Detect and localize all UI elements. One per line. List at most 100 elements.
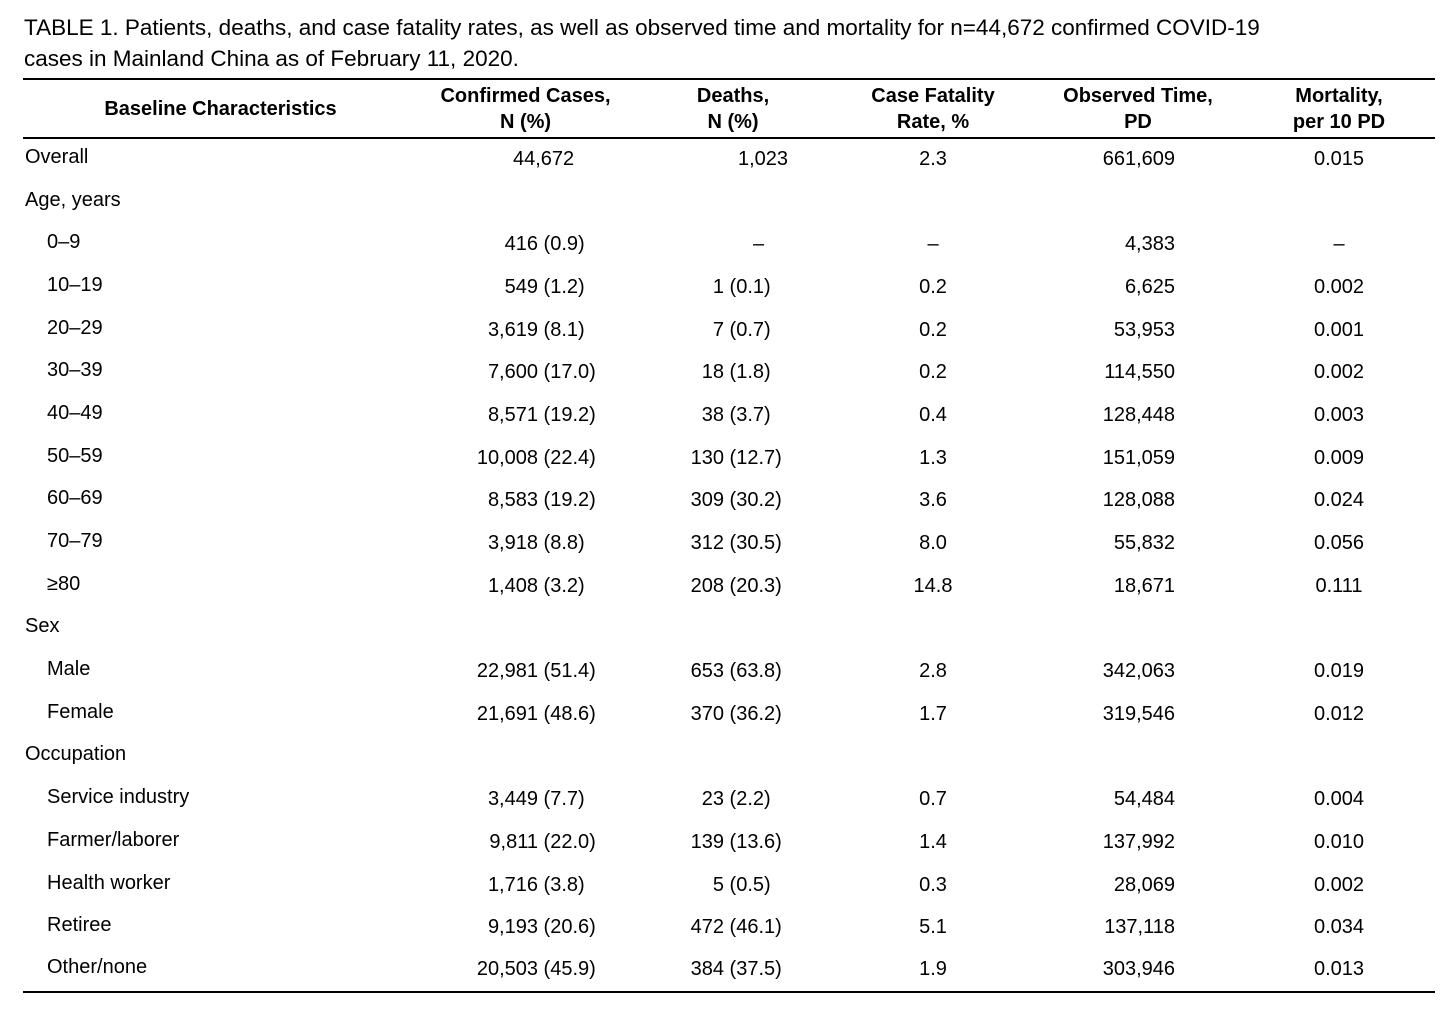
cell-case-fatality-rate <box>833 608 1033 651</box>
cell-deaths: 5 (0.5) <box>712 873 771 896</box>
cell-mortality: 0.002 <box>1313 873 1365 896</box>
cell-observed-time: 114,550 <box>1104 361 1175 384</box>
cell-mortality: 0.001 <box>1313 318 1365 341</box>
cell-confirmed-cases: 1,716 (3.8) <box>487 873 585 896</box>
row-label: ≥80 <box>47 572 81 595</box>
cell-deaths: 18 (1.8) <box>701 361 771 384</box>
row-label: 70–79 <box>47 530 103 553</box>
cell-mortality: 0.019 <box>1313 660 1365 683</box>
cell-case-fatality-rate: 0.2 <box>919 318 947 341</box>
cell-case-fatality-rate: 0.3 <box>919 873 947 896</box>
cell-deaths: 130 (12.7) <box>690 446 782 469</box>
header-observed-time: Observed Time, PD <box>1063 84 1213 133</box>
table-row: 30–39 7,600 (17.0) 18 (1.8) 0.2 114,550 0.002 <box>23 351 1435 394</box>
cell-case-fatality-rate: 1.9 <box>919 958 947 981</box>
table-row: ≥80 1,408 (3.2) 208 (20.3) 14.8 18,671 0.111 <box>23 565 1435 608</box>
cell-observed-time: 137,118 <box>1104 916 1175 939</box>
cell-mortality: 0.002 <box>1313 275 1365 298</box>
cell-observed-time: 4,383 <box>1124 233 1175 256</box>
table-row: 40–49 8,571 (19.2) 38 (3.7) 0.4 128,448 0.003 <box>23 394 1435 437</box>
cell-case-fatality-rate: 0.7 <box>919 788 947 811</box>
cell-mortality: 0.002 <box>1313 361 1365 384</box>
caption-line-1: TABLE 1. Patients, deaths, and case fata… <box>24 15 1260 40</box>
table-body: Overall 44,672 1,023 2.3 661,609 0.015 Age, ye… <box>23 138 1435 992</box>
cell-deaths: 472 (46.1) <box>690 916 782 939</box>
cell-mortality: 0.012 <box>1313 702 1365 725</box>
table-row: Service industry 3,449 (7.7) 23 (2.2) 0.7 54… <box>23 778 1435 821</box>
cell-mortality <box>1243 736 1435 779</box>
cell-confirmed-cases: 9,193 (20.6) <box>487 916 596 939</box>
row-label: Farmer/laborer <box>47 828 180 851</box>
table-row: 70–79 3,918 (8.8) 312 (30.5) 8.0 55,832 0.056 <box>23 522 1435 565</box>
cell-deaths: 1,023 <box>738 148 789 171</box>
cell-case-fatality-rate: 0.4 <box>919 403 947 426</box>
cell-observed-time: 319,546 <box>1102 702 1175 725</box>
row-label: Male <box>47 658 91 681</box>
cell-confirmed-cases <box>418 181 633 224</box>
row-label: Health worker <box>47 871 171 894</box>
cell-mortality: 0.010 <box>1313 830 1365 853</box>
cell-observed-time <box>1033 181 1243 224</box>
cell-observed-time: 6,625 <box>1124 275 1175 298</box>
cell-observed-time: 137,992 <box>1102 830 1175 853</box>
cell-deaths: 1 (0.1) <box>712 275 771 298</box>
table-row: Farmer/laborer 9,811 (22.0) 139 (13.6) 1.4 1… <box>23 821 1435 864</box>
data-table-container: Baseline Characteristics Confirmed Cases… <box>23 78 1435 993</box>
cell-deaths: 312 (30.5) <box>690 532 782 555</box>
cell-case-fatality-rate: – <box>927 233 939 256</box>
cell-mortality: 0.013 <box>1313 958 1365 981</box>
cell-deaths: 384 (37.5) <box>690 958 782 981</box>
header-row: Baseline Characteristics Confirmed Cases… <box>23 79 1435 138</box>
table-row: 20–29 3,619 (8.1) 7 (0.7) 0.2 53,953 0.001 <box>23 309 1435 352</box>
cell-mortality: 0.004 <box>1313 788 1365 811</box>
table-row: Sex <box>23 608 1435 651</box>
cell-observed-time: 151,059 <box>1102 446 1175 469</box>
header-mortality: Mortality, per 10 PD <box>1292 84 1386 133</box>
row-label: 10–19 <box>47 273 103 296</box>
cell-deaths: 38 (3.7) <box>701 403 771 426</box>
cell-case-fatality-rate: 1.3 <box>919 446 947 469</box>
cell-case-fatality-rate: 1.7 <box>919 702 947 725</box>
cell-deaths: 7 (0.7) <box>712 318 771 341</box>
cell-confirmed-cases: 21,691 (48.6) <box>476 702 596 725</box>
cell-confirmed-cases: 3,619 (8.1) <box>487 318 585 341</box>
table-row: Male 22,981 (51.4) 653 (63.8) 2.8 342,063 0.0… <box>23 650 1435 693</box>
cell-confirmed-cases: 416 (0.9) <box>504 233 585 256</box>
cell-mortality <box>1243 608 1435 651</box>
cell-observed-time: 55,832 <box>1113 532 1175 555</box>
cell-observed-time: 303,946 <box>1102 958 1175 981</box>
row-label: Overall <box>25 146 89 169</box>
header-baseline-characteristics: Baseline Characteristics <box>104 97 337 120</box>
table-row: Other/none 20,503 (45.9) 384 (37.5) 1.9 303,… <box>23 949 1435 992</box>
cell-observed-time: 128,448 <box>1102 403 1175 426</box>
cell-confirmed-cases: 8,571 (19.2) <box>487 403 596 426</box>
cell-observed-time: 128,088 <box>1102 489 1175 512</box>
cell-confirmed-cases: 9,811 (22.0) <box>489 830 596 853</box>
cell-confirmed-cases: 8,583 (19.2) <box>487 489 596 512</box>
cell-observed-time: 661,609 <box>1102 148 1175 171</box>
cell-mortality: 0.003 <box>1313 403 1365 426</box>
row-label: Sex <box>25 615 60 638</box>
caption-line-2: cases in Mainland China as of February 1… <box>24 46 519 71</box>
table-row: Health worker 1,716 (3.8) 5 (0.5) 0.3 28,069… <box>23 864 1435 907</box>
cell-confirmed-cases: 44,672 <box>513 148 575 171</box>
cell-deaths <box>633 181 833 224</box>
cell-deaths: 208 (20.3) <box>690 574 782 597</box>
cell-case-fatality-rate: 2.3 <box>919 148 947 171</box>
cell-observed-time <box>1033 608 1243 651</box>
cell-case-fatality-rate: 8.0 <box>919 532 947 555</box>
cell-observed-time: 28,069 <box>1113 873 1175 896</box>
row-label: 50–59 <box>47 444 103 467</box>
cell-confirmed-cases <box>418 608 633 651</box>
cell-deaths <box>633 608 833 651</box>
table-row: Retiree 9,193 (20.6) 472 (46.1) 5.1 137,118 0… <box>23 906 1435 949</box>
cell-deaths: 23 (2.2) <box>701 788 771 811</box>
row-label: 20–29 <box>47 316 103 339</box>
cell-mortality: 0.015 <box>1313 148 1365 171</box>
header-confirmed-cases: Confirmed Cases, N (%) <box>440 84 611 133</box>
row-label: 40–49 <box>47 401 103 424</box>
cell-case-fatality-rate <box>833 181 1033 224</box>
table-row: 0–9 416 (0.9) – – 4,383 – <box>23 223 1435 266</box>
cell-confirmed-cases: 7,600 (17.0) <box>487 361 596 384</box>
row-label: Age, years <box>25 188 121 211</box>
